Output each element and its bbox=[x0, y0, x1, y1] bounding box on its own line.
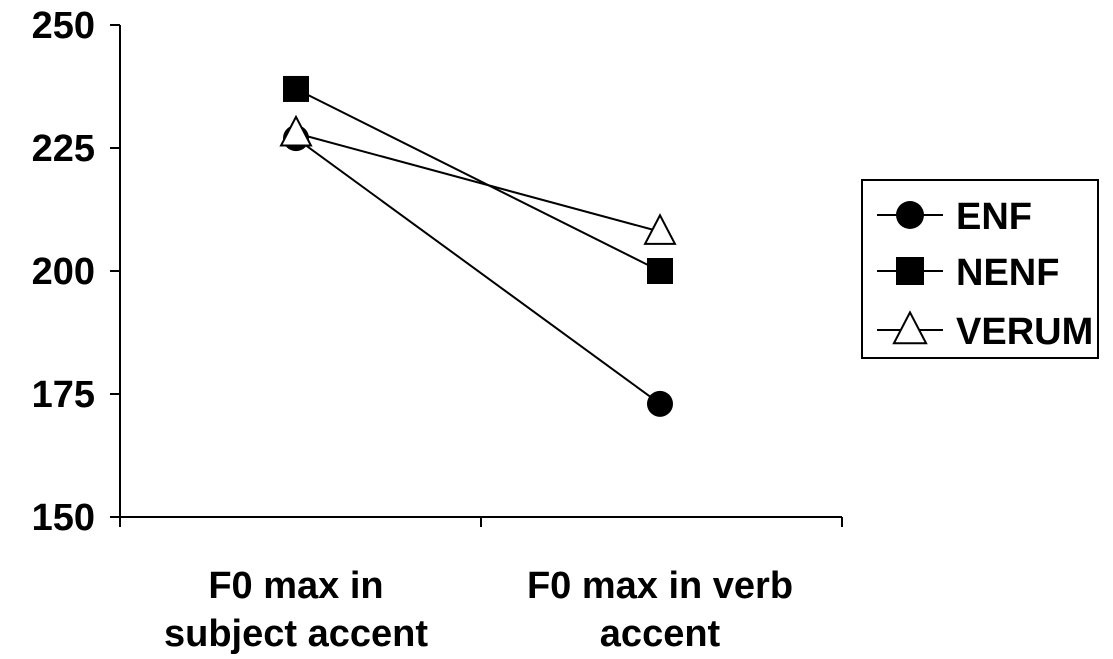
data-point-nenf bbox=[283, 75, 309, 102]
data-point-verum bbox=[279, 114, 313, 147]
x-ticks: F0 max in subject accent F0 max in verb acc… bbox=[119, 517, 843, 655]
y-tick-label: 225 bbox=[32, 128, 95, 170]
legend-marker-nenf bbox=[896, 257, 924, 285]
x-category-label: accent bbox=[600, 613, 721, 655]
series-nenf bbox=[283, 75, 673, 284]
legend-item-nenf: NENF bbox=[877, 252, 1059, 294]
legend-item-verum: VERUM bbox=[877, 310, 1093, 353]
series-line-nenf bbox=[295, 88, 661, 272]
series-group bbox=[279, 75, 677, 417]
series-verum bbox=[279, 114, 677, 245]
data-point-enf bbox=[647, 390, 673, 417]
legend-label-enf: ENF bbox=[956, 196, 1032, 238]
y-ticks: 150 175 200 225 250 bbox=[32, 5, 120, 539]
legend-marker-verum bbox=[892, 310, 928, 345]
y-tick-label: 150 bbox=[32, 497, 95, 539]
y-tick-label: 200 bbox=[32, 251, 95, 293]
legend-label-nenf: NENF bbox=[956, 252, 1059, 294]
y-tick-label: 250 bbox=[32, 5, 95, 47]
legend-item-enf: ENF bbox=[877, 196, 1032, 238]
legend-marker-enf bbox=[896, 201, 924, 229]
series-line-enf bbox=[295, 137, 661, 405]
legend-label-verum: VERUM bbox=[956, 311, 1093, 353]
x-category-label: F0 max in bbox=[208, 565, 383, 607]
x-category-label: F0 max in verb bbox=[527, 565, 793, 607]
series-enf bbox=[283, 125, 673, 417]
y-tick-label: 175 bbox=[32, 374, 95, 416]
axes bbox=[119, 25, 842, 518]
data-point-verum bbox=[643, 213, 677, 245]
x-category-label: subject accent bbox=[164, 613, 428, 655]
series-line-verum bbox=[295, 132, 661, 233]
legend: ENF NENF VERUM bbox=[861, 179, 1099, 359]
data-point-nenf bbox=[647, 258, 673, 284]
